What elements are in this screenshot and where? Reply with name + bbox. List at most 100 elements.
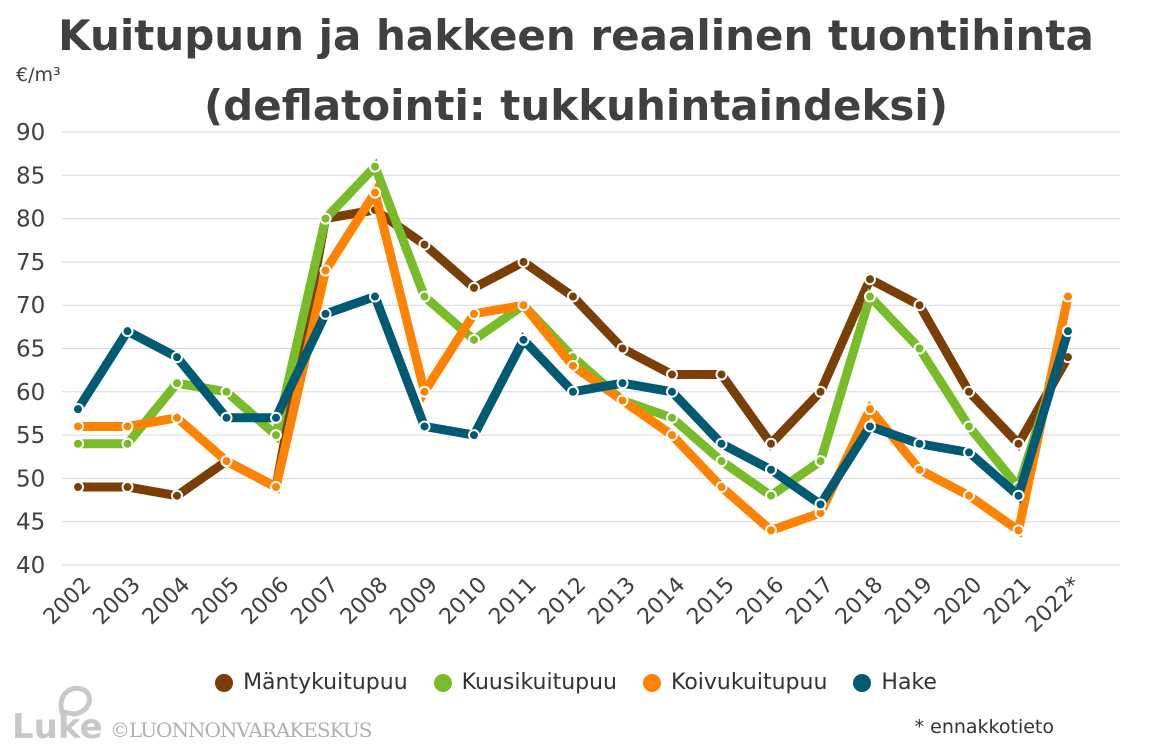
data-point [963, 446, 975, 459]
data-point [517, 255, 530, 268]
legend-label: Mäntykuitupuu [243, 670, 408, 695]
data-point [121, 437, 134, 450]
legend-label: Hake [881, 670, 937, 695]
data-point [814, 498, 827, 511]
legend-marker [643, 673, 661, 692]
data-point [468, 281, 480, 294]
x-tick-label: 2005 [187, 573, 244, 630]
data-point [715, 368, 728, 381]
data-point [666, 368, 678, 381]
data-point [418, 420, 431, 433]
data-point [864, 403, 876, 416]
data-point [1062, 290, 1074, 303]
data-point [468, 307, 480, 320]
data-point [814, 455, 827, 468]
copyright: ©LUONNONVARAKESKUS [110, 718, 372, 742]
data-point [171, 377, 183, 390]
data-point [765, 489, 777, 502]
data-point [468, 429, 480, 442]
data-point [369, 186, 381, 199]
chart-title: Kuitupuun ja hakkeen reaalinen tuontihin… [58, 11, 1094, 60]
data-point [567, 290, 579, 303]
x-tick-label: 2010 [435, 573, 492, 630]
data-point [72, 481, 84, 494]
data-point [765, 524, 777, 537]
x-tick-label: 2022* [1021, 573, 1086, 638]
data-point [666, 385, 678, 398]
footnote: * ennakkotieto [914, 716, 1054, 738]
data-point [567, 385, 579, 398]
data-point [171, 489, 183, 502]
y-tick-label: 60 [16, 380, 45, 406]
x-tick-label: 2012 [534, 573, 591, 630]
y-axis-label: €/m³ [16, 64, 61, 86]
legend: Mäntykuitupuu Kuusikuitupuu Koivukuitupuu H… [0, 670, 1152, 695]
svg-text:Luke: Luke [12, 707, 102, 742]
x-tick-label: 2011 [484, 573, 541, 630]
data-point [765, 437, 777, 450]
legend-item: Mäntykuitupuu [215, 670, 408, 695]
data-point [171, 411, 183, 424]
x-tick-label: 2002 [39, 573, 96, 630]
legend-item: Koivukuitupuu [643, 670, 827, 695]
y-tick-label: 50 [16, 466, 45, 492]
y-tick-label: 70 [16, 293, 45, 319]
y-tick-label: 40 [16, 553, 45, 579]
data-point [1012, 489, 1025, 502]
x-tick-label: 2007 [286, 573, 343, 630]
data-point [715, 437, 728, 450]
y-tick-label: 65 [16, 337, 45, 363]
data-point [1012, 437, 1025, 450]
data-point [270, 411, 282, 424]
line-chart: 4045505560657075808590200220032004200520… [16, 120, 1120, 638]
data-point [468, 333, 480, 346]
data-point [369, 290, 381, 303]
data-point [270, 481, 282, 494]
data-point [220, 411, 233, 424]
legend-item: Kuusikuitupuu [433, 670, 617, 695]
data-point [963, 420, 975, 433]
data-point [319, 264, 332, 277]
chart-subtitle: (deflatointi: tukkuhintaindeksi) [203, 81, 949, 130]
data-point [72, 420, 84, 433]
y-tick-label: 85 [16, 163, 45, 189]
data-point [913, 437, 926, 450]
data-point [418, 290, 431, 303]
data-point [567, 359, 579, 372]
data-point [220, 385, 233, 398]
data-point [72, 403, 84, 416]
x-tick-label: 2006 [237, 573, 294, 630]
data-point [121, 481, 134, 494]
data-point [616, 342, 629, 355]
data-point [715, 481, 728, 494]
x-tick-label: 2003 [88, 573, 145, 630]
data-point [72, 437, 84, 450]
legend-marker [433, 673, 452, 692]
data-point [616, 377, 629, 390]
data-point [913, 463, 926, 476]
data-point [121, 325, 134, 338]
data-point [666, 429, 678, 442]
data-point [963, 385, 975, 398]
x-tick-label: 2014 [633, 573, 690, 630]
data-point [369, 160, 381, 173]
data-point [864, 290, 876, 303]
x-tick-label: 2016 [732, 573, 789, 630]
x-tick-label: 2019 [880, 573, 937, 630]
data-point [666, 411, 678, 424]
x-tick-label: 2009 [385, 573, 442, 630]
data-point [270, 429, 282, 442]
x-tick-label: 2013 [583, 573, 640, 630]
data-point [913, 299, 926, 312]
y-tick-label: 80 [16, 207, 45, 233]
data-point [1062, 325, 1074, 338]
data-point [319, 212, 332, 225]
legend-marker [853, 673, 872, 692]
data-point [319, 307, 332, 320]
data-point [121, 420, 134, 433]
y-tick-label: 55 [16, 423, 45, 449]
y-tick-label: 75 [16, 250, 45, 276]
data-point [963, 489, 975, 502]
data-point [171, 351, 183, 364]
data-point [220, 455, 233, 468]
